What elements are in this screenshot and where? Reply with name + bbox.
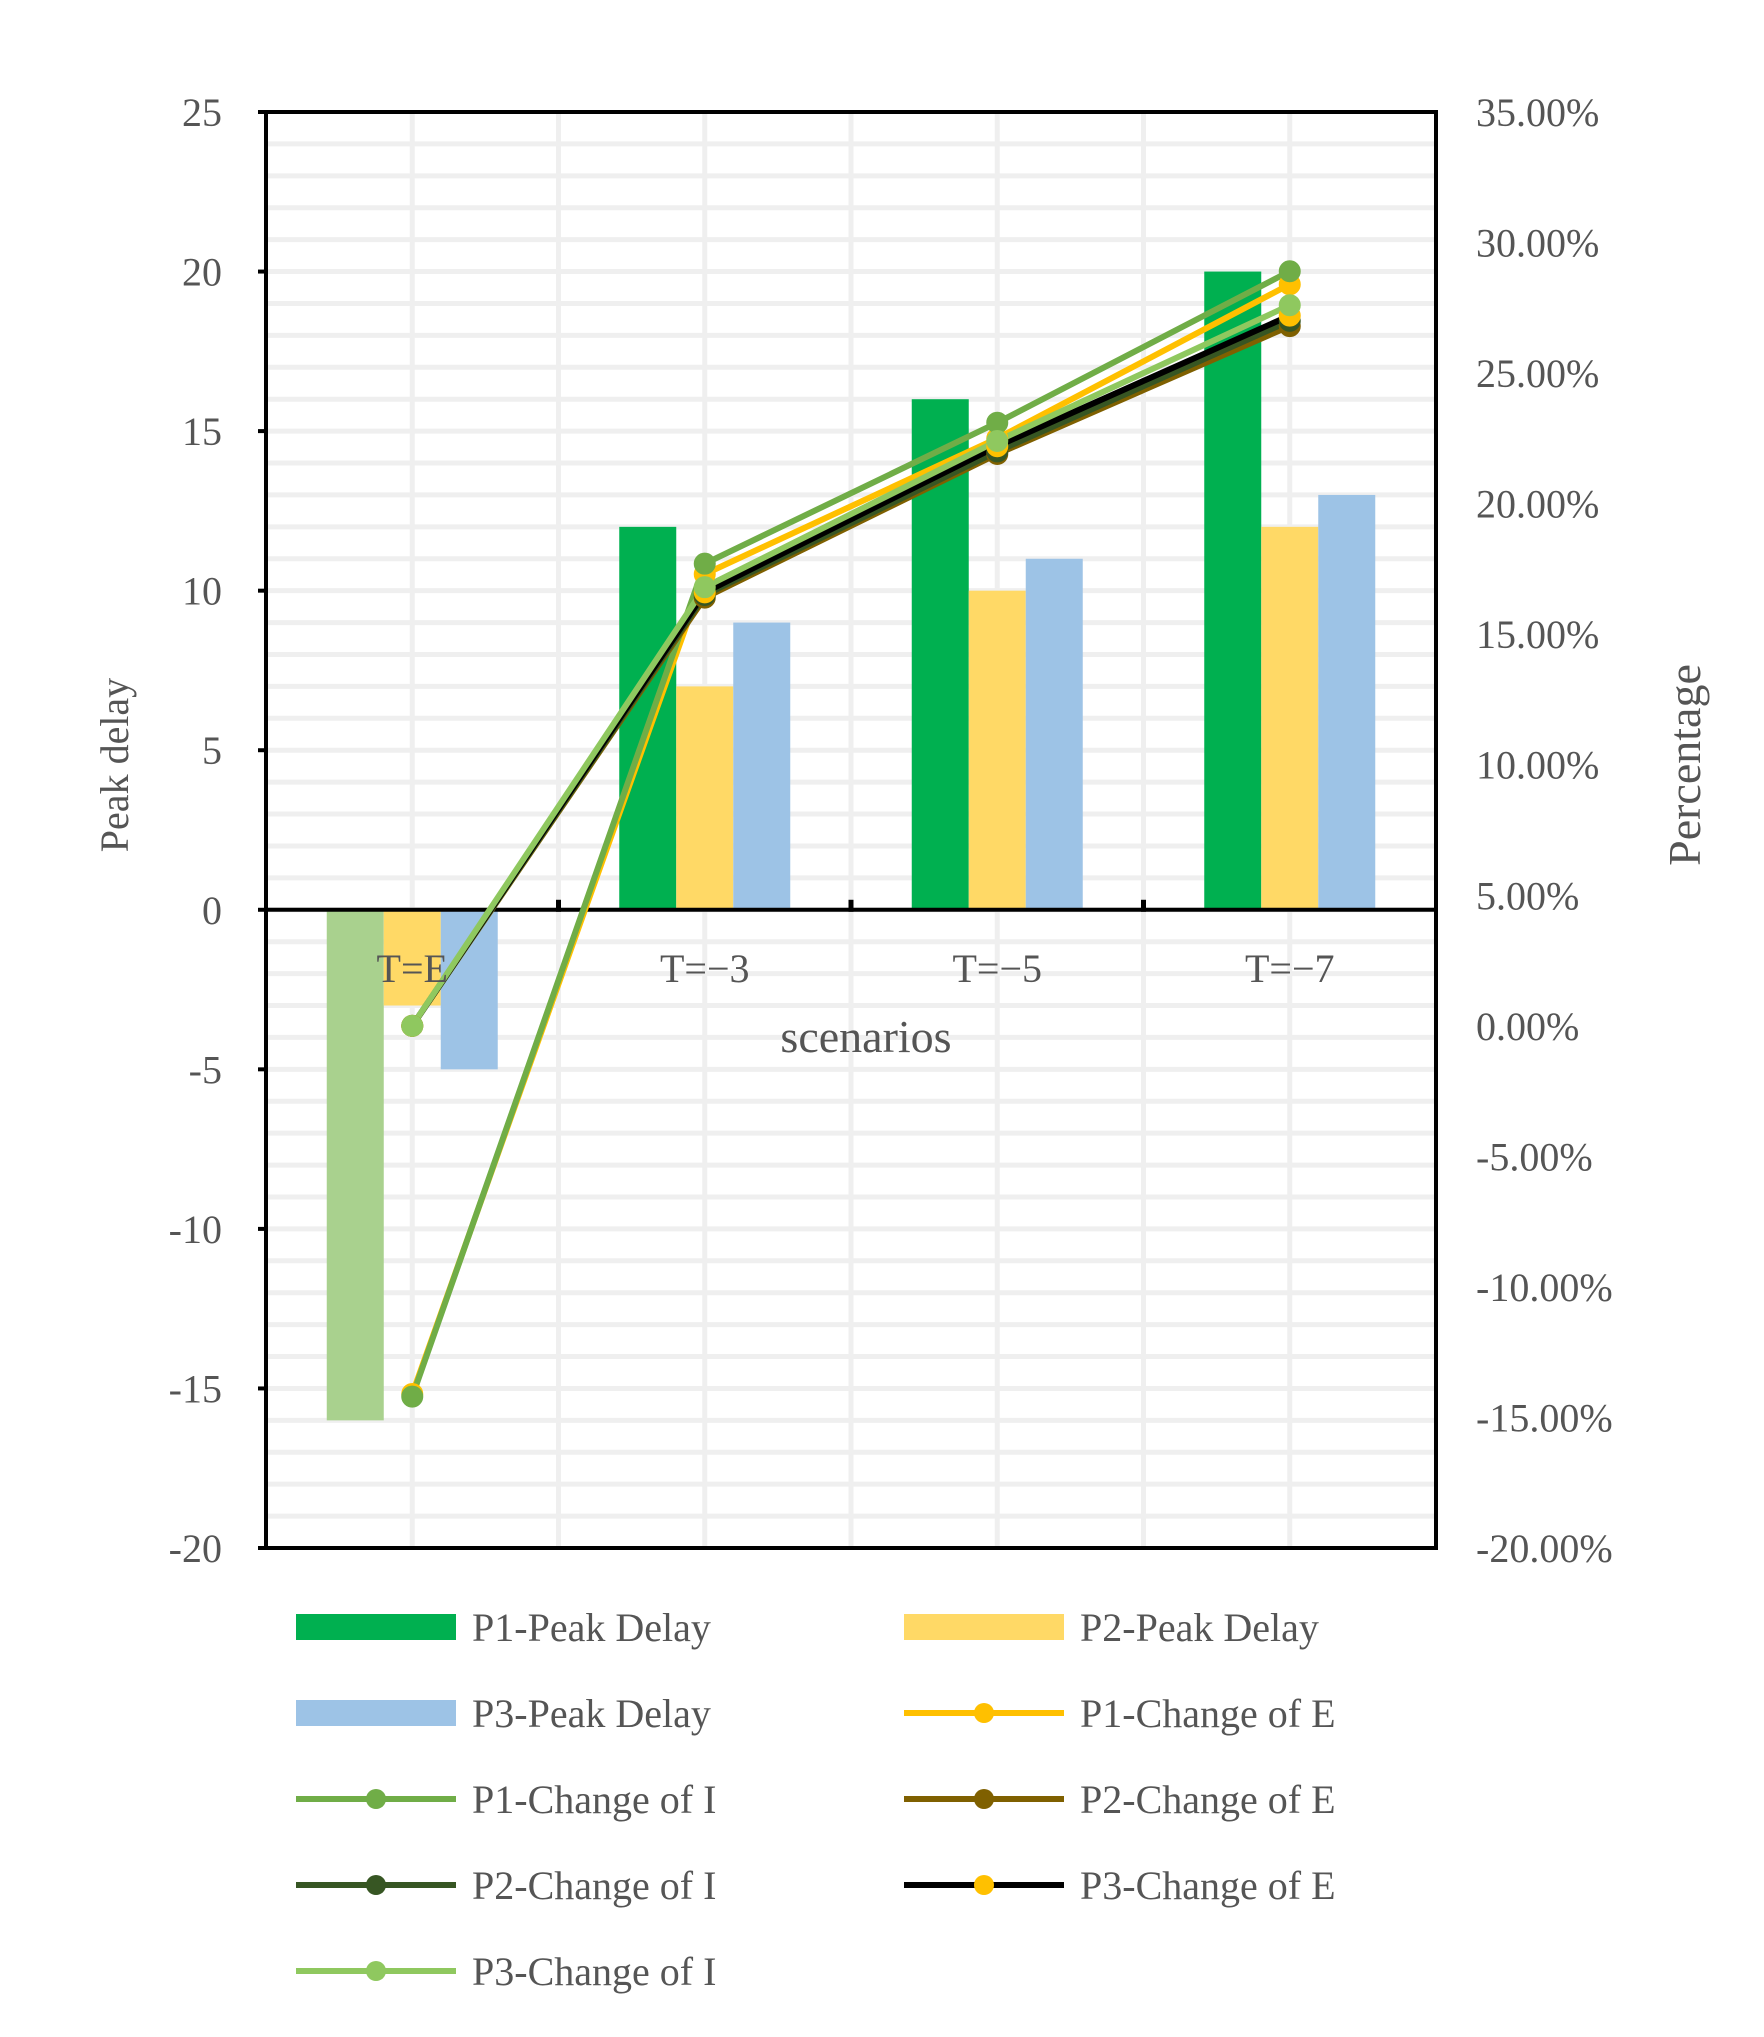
y-tick-label: 20 — [182, 250, 222, 295]
point-p1-change-of-i-2 — [986, 411, 1009, 434]
bar-p1-peak-delay-3 — [1204, 271, 1262, 910]
legend-swatch — [296, 1614, 456, 1640]
y2-tick-label: 25.00% — [1476, 351, 1599, 396]
plot-border — [264, 110, 1438, 1550]
bar-p3-peak-delay-3 — [1318, 494, 1376, 910]
legend-swatch-marker — [366, 1961, 386, 1981]
y2-tick-label: 5.00% — [1476, 873, 1579, 918]
y2-axis-label: Percentage — [1659, 664, 1710, 866]
tick-labels: 25 20 15 10 5 0 -5 -10 -15 -20 35.00% 30.00% 25.00% 2… — [169, 90, 1613, 1571]
lines — [401, 260, 1301, 1408]
legend-entry-p3-change-of-e: P3-Change of E — [904, 1863, 1336, 1908]
legend-entry-p2-change-of-i: P2-Change of I — [296, 1863, 716, 1908]
y2-tick-label: 30.00% — [1476, 221, 1599, 266]
x-tick-label: T=E — [377, 946, 448, 991]
y-tick-label: -5 — [189, 1047, 222, 1092]
bar-p2-peak-delay-0 — [383, 909, 441, 1006]
y-tick-label: -15 — [169, 1366, 222, 1411]
bar-p3-peak-delay-1 — [733, 622, 791, 910]
y-axis-label: Peak delay — [92, 678, 137, 852]
y-tick-label: -20 — [169, 1526, 222, 1571]
legend-label: P2-Peak Delay — [1080, 1605, 1319, 1650]
bar-p1-peak-delay-0 — [326, 909, 384, 1421]
legend-swatch-marker — [366, 1875, 386, 1895]
point-p3-change-of-i-3 — [1278, 294, 1301, 317]
x-axis-label: scenarios — [780, 1011, 951, 1062]
legend-entry-p1-peak-delay: P1-Peak Delay — [296, 1605, 711, 1650]
y-tick-label: -10 — [169, 1207, 222, 1252]
legend-swatch-marker — [974, 1703, 994, 1723]
legend-entry-p2-change-of-e: P2-Change of E — [904, 1777, 1336, 1822]
legend-label: P1-Peak Delay — [472, 1605, 711, 1650]
legend-label: P3-Change of I — [472, 1949, 716, 1994]
legend-entry-p3-change-of-i: P3-Change of I — [296, 1949, 716, 1994]
line-p1-change-of-i — [409, 268, 1292, 1398]
y2-tick-label: 35.00% — [1476, 90, 1599, 135]
point-p1-change-of-i-0 — [401, 1385, 424, 1408]
legend-label: P2-Change of E — [1080, 1777, 1336, 1822]
bar-p2-peak-delay-3 — [1261, 526, 1319, 910]
legend-label: P3-Peak Delay — [472, 1691, 711, 1736]
legend-entry-p3-peak-delay: P3-Peak Delay — [296, 1691, 711, 1736]
legend-label: P1-Change of I — [472, 1777, 716, 1822]
y2-tick-label: 0.00% — [1476, 1004, 1579, 1049]
axes — [258, 110, 1438, 1550]
legend-label: P2-Change of I — [472, 1863, 716, 1908]
y-tick-label: 25 — [182, 90, 222, 135]
y2-tick-label: 15.00% — [1476, 612, 1599, 657]
y2-tick-label: -20.00% — [1476, 1526, 1613, 1571]
point-p3-change-of-i-2 — [986, 429, 1009, 452]
legend-swatch-marker — [366, 1789, 386, 1809]
legend-entry-p1-change-of-i: P1-Change of I — [296, 1777, 716, 1822]
legend: P1-Peak Delay P2-Peak Delay P3-Peak Delay P… — [296, 1605, 1336, 1994]
y2-tick-label: -10.00% — [1476, 1265, 1613, 1310]
bar-p2-peak-delay-2 — [968, 590, 1026, 910]
point-p1-change-of-i-1 — [693, 552, 716, 575]
legend-entry-p1-change-of-e: P1-Change of E — [904, 1691, 1336, 1736]
y-tick-label: 15 — [182, 409, 222, 454]
y2-tick-label: -5.00% — [1476, 1134, 1593, 1179]
legend-swatch-marker — [974, 1875, 994, 1895]
line-p3-change-of-i — [409, 302, 1292, 1028]
legend-entry-p2-peak-delay: P2-Peak Delay — [904, 1605, 1319, 1650]
legend-swatch-marker — [974, 1789, 994, 1809]
legend-swatch — [296, 1700, 456, 1726]
x-tick-label: T=−3 — [660, 946, 750, 991]
point-p1-change-of-i-3 — [1278, 260, 1301, 283]
point-p3-change-of-i-1 — [693, 576, 716, 599]
y2-tick-label: 20.00% — [1476, 482, 1599, 527]
bar-p3-peak-delay-2 — [1025, 558, 1083, 910]
x-tick-label: T=−7 — [1245, 946, 1335, 991]
y2-tick-label: -15.00% — [1476, 1395, 1613, 1440]
legend-label: P3-Change of E — [1080, 1863, 1336, 1908]
y-tick-label: 10 — [182, 569, 222, 614]
x-tick-label: T=−5 — [952, 946, 1042, 991]
y2-tick-label: 10.00% — [1476, 743, 1599, 788]
bar-p3-peak-delay-0 — [440, 909, 498, 1070]
legend-swatch — [904, 1614, 1064, 1640]
bar-p2-peak-delay-1 — [676, 686, 734, 910]
y-tick-label: 5 — [202, 728, 222, 773]
point-p3-change-of-i-0 — [401, 1014, 424, 1037]
y-tick-label: 0 — [202, 888, 222, 933]
legend-label: P1-Change of E — [1080, 1691, 1336, 1736]
